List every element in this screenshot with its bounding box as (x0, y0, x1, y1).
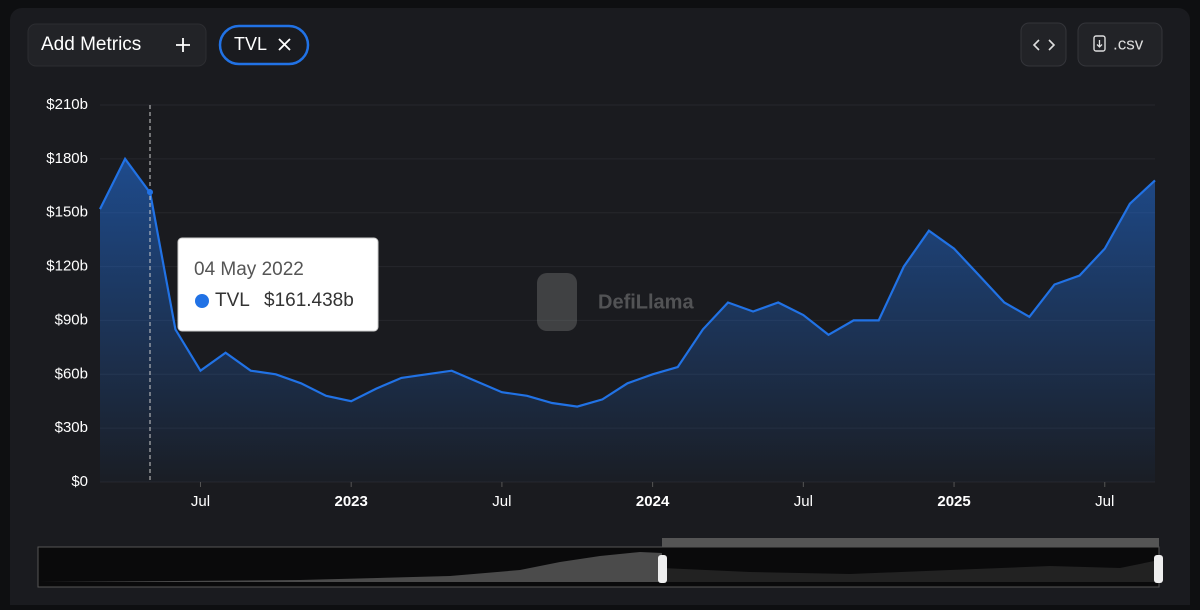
csv-label: .csv (1113, 34, 1144, 53)
x-tick-label: Jul (1095, 493, 1114, 510)
plus-icon (176, 38, 190, 52)
y-tick-label: $180b (46, 150, 88, 167)
y-tick-label: $210b (46, 96, 88, 113)
tooltip-series: TVL (215, 290, 250, 311)
y-tick-label: $90b (55, 311, 88, 328)
x-tick-label: Jul (794, 493, 813, 510)
y-tick-label: $0 (71, 473, 88, 490)
tooltip: 04 May 2022 TVL $161.438b (177, 237, 379, 332)
metric-label: TVL (234, 34, 267, 54)
y-tick-label: $150b (46, 204, 88, 221)
hover-point (147, 189, 153, 196)
plot: $0 $30b $60b $90b $120b $150b $180b $210b Jul 202… (46, 96, 1156, 510)
y-tick-label: $60b (55, 365, 88, 382)
csv-button[interactable]: .csv (1077, 22, 1163, 67)
watermark: DefiLlama (537, 273, 694, 331)
close-icon (278, 38, 291, 51)
x-tick-label: Jul (191, 493, 210, 510)
embed-button[interactable] (1020, 22, 1067, 67)
range-slider[interactable] (37, 538, 1163, 588)
add-metrics-button[interactable]: Add Metrics (27, 23, 207, 67)
x-tick-label: Jul (492, 493, 511, 510)
x-tick-label: 2025 (937, 493, 970, 510)
area-fill (100, 158, 1155, 482)
tooltip-date: 04 May 2022 (194, 259, 304, 280)
add-metrics-label: Add Metrics (41, 34, 141, 55)
y-tick-label: $30b (55, 419, 88, 436)
tooltip-value: $161.438b (264, 290, 354, 311)
watermark-text: DefiLlama (598, 291, 694, 313)
tooltip-dot (195, 294, 209, 308)
y-tick-label: $120b (46, 258, 88, 275)
x-tick-label: 2023 (335, 493, 368, 510)
x-tick-label: 2024 (636, 493, 670, 510)
tvl-pill[interactable]: TVL (218, 24, 310, 66)
series-line (99, 156, 1156, 408)
